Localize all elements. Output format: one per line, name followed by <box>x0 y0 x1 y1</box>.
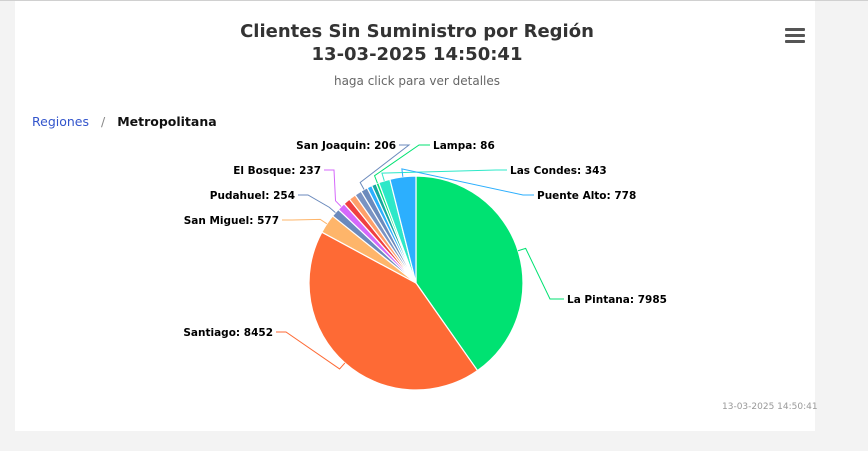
data-label-las-condes: Las Condes: 343 <box>510 165 607 177</box>
connector-las-condes <box>381 169 507 181</box>
breadcrumb-separator: / <box>100 114 106 129</box>
chart-title-line1: Clientes Sin Suministro por Región <box>240 21 594 42</box>
data-label-san-joaquin: San Joaquin: 206 <box>296 140 396 152</box>
data-label-puente-alto: Puente Alto: 778 <box>537 190 636 202</box>
pie-slice-santiago[interactable] <box>308 231 479 391</box>
connector-san-joaquin <box>359 144 411 190</box>
breadcrumb-current: Metropolitana <box>117 114 217 129</box>
chart-subtitle: haga click para ver detalles <box>333 74 501 88</box>
pie-slice-la-pintana[interactable] <box>415 175 524 372</box>
data-label-la-pintana: La Pintana: 7985 <box>567 294 667 306</box>
chart-timestamp: 13-03-2025 14:50:41 <box>722 402 818 412</box>
breadcrumb-regiones-link[interactable]: Regiones <box>32 114 89 129</box>
data-label-lampa: Lampa: 86 <box>433 140 495 152</box>
data-label-santiago: Santiago: 8452 <box>183 327 273 339</box>
connector-el-bosque <box>324 169 342 207</box>
data-label-san-miguel: San Miguel: 577 <box>184 215 279 227</box>
chart-title: Clientes Sin Suministro por Región 13-03… <box>0 20 834 66</box>
connector-puente-alto <box>401 168 534 196</box>
breadcrumb: Regiones / Metropolitana <box>32 114 217 129</box>
connector-la-pintana <box>517 247 564 300</box>
connector-lampa <box>373 144 430 184</box>
data-label-pudahuel: Pudahuel: 254 <box>210 190 295 202</box>
chart-title-line2: 13-03-2025 14:50:41 <box>311 44 523 65</box>
connector-santiago <box>276 331 346 370</box>
pie-slice-puente-alto[interactable] <box>389 175 417 284</box>
connector-pudahuel <box>298 194 336 213</box>
data-label-el-bosque: El Bosque: 237 <box>233 165 321 177</box>
hamburger-menu-icon[interactable] <box>783 25 807 45</box>
top-border <box>0 0 868 1</box>
connector-san-miguel <box>282 218 328 225</box>
